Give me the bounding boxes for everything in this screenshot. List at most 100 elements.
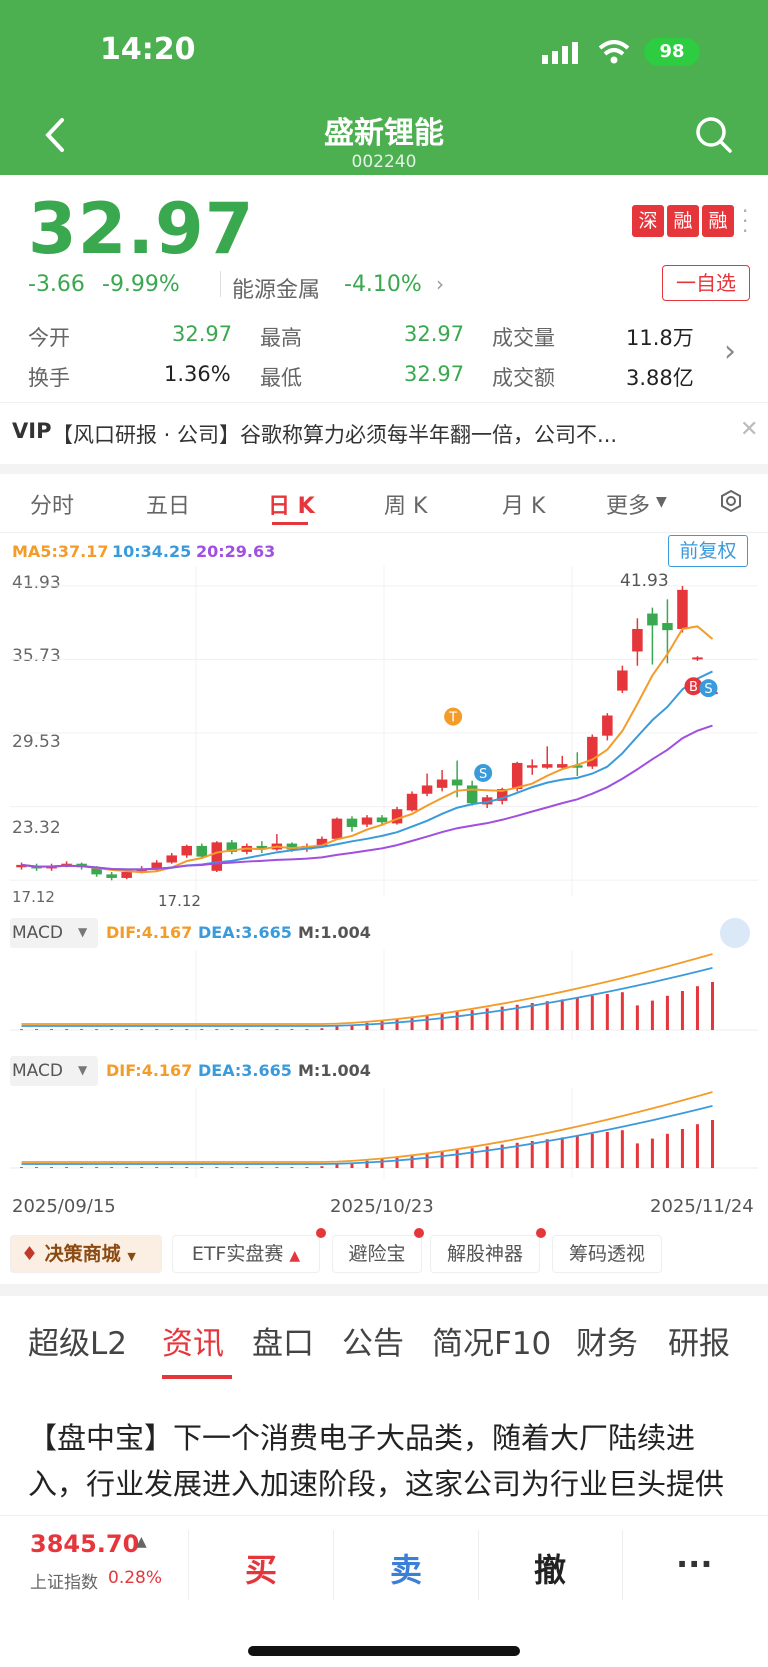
sell-button[interactable]: 卖 <box>390 1551 423 1589</box>
search-icon[interactable] <box>692 112 736 158</box>
decision-mall-chip[interactable]: ♦ 决策商城 ▼ <box>10 1235 162 1273</box>
ma10-legend: 10:34.25 <box>112 542 192 561</box>
macd-bar <box>350 1024 354 1030</box>
macd-bar <box>200 1167 204 1168</box>
candle <box>361 817 373 825</box>
tab-more[interactable]: 更多 <box>606 494 651 519</box>
tab-5day[interactable]: 五日 <box>146 494 191 519</box>
y-tick: 35.73 <box>12 646 61 666</box>
stat-value: 32.97 <box>404 362 465 386</box>
ma5-legend: MA5:37.17 <box>12 542 109 561</box>
candle <box>557 764 568 768</box>
back-icon[interactable] <box>36 112 76 158</box>
sector-change[interactable]: -4.10% <box>344 272 422 297</box>
macd-bar <box>530 1141 534 1168</box>
tab-super-l2[interactable]: 超级L2 <box>28 1326 127 1362</box>
tab-announcements[interactable]: 公告 <box>342 1326 404 1362</box>
candle <box>211 842 223 871</box>
macd-bar <box>650 1138 654 1168</box>
macd-bar <box>335 1026 339 1030</box>
stock-solver-chip[interactable]: 解股神器 <box>430 1235 540 1273</box>
candle <box>677 589 688 629</box>
stat-value: 3.88亿 <box>626 366 694 390</box>
chevron-right-icon[interactable]: › <box>436 272 444 296</box>
caret-down-icon[interactable]: ▼ <box>656 494 667 510</box>
hedge-chip[interactable]: 避险宝 <box>332 1235 422 1273</box>
tab-news[interactable]: 资讯 <box>162 1326 224 1362</box>
tab-financials[interactable]: 财务 <box>576 1326 638 1362</box>
chip-label: ETF实盘赛 <box>191 1243 284 1265</box>
candle <box>421 785 433 794</box>
macd-bar <box>545 1001 549 1030</box>
divider <box>0 532 768 533</box>
more-button[interactable]: ··· <box>676 1545 713 1583</box>
trade-marker <box>684 677 703 696</box>
battery-indicator: 98 <box>644 38 700 66</box>
app-header: 14:20 98 盛新锂能 002240 <box>0 0 768 175</box>
chip-distribution-chip[interactable]: 筹码透视 <box>552 1235 662 1273</box>
macd-bar <box>290 1029 294 1030</box>
candle <box>181 845 193 856</box>
fire-icon: ▲ <box>289 1248 301 1264</box>
tab-research[interactable]: 研报 <box>668 1326 730 1362</box>
macd-bar <box>425 1153 429 1168</box>
cancel-order-button[interactable]: 撤 <box>534 1551 567 1589</box>
macd-bar <box>440 1013 444 1030</box>
sector-name[interactable]: 能源金属 <box>232 278 321 303</box>
macd-indicator-select[interactable]: MACD ▼ <box>10 1056 98 1086</box>
tab-f10[interactable]: 简况F10 <box>432 1326 552 1362</box>
macd-bar <box>125 1167 129 1168</box>
macd-bar <box>680 991 684 1030</box>
divider <box>220 271 221 297</box>
trade-marker <box>699 679 718 698</box>
tab-weekly-k[interactable]: 周 K <box>384 494 428 519</box>
kline-chart[interactable]: TSB S 41.93 17.12 <box>0 566 768 911</box>
index-value[interactable]: 3845.70 <box>30 1530 140 1558</box>
y-tick: 29.53 <box>12 732 61 752</box>
macd-bar <box>605 1132 609 1168</box>
dea-line <box>21 1104 713 1165</box>
macd-bar <box>485 1008 489 1030</box>
tab-daily-k[interactable]: 日 K <box>268 494 315 519</box>
macd-bar <box>275 1029 279 1030</box>
chevron-right-icon[interactable]: › <box>724 334 736 369</box>
candle <box>406 793 418 811</box>
add-watchlist-button[interactable]: 一自选 <box>662 265 750 301</box>
news-item[interactable]: 【盘中宝】下一个消费电子大品类，随着大厂陆续进入，行业发展进入加速阶段，这家公司… <box>28 1421 725 1515</box>
etf-contest-chip[interactable]: ETF实盘赛 ▲ <box>172 1235 320 1273</box>
macd-chart-2[interactable] <box>0 1088 768 1188</box>
tab-order-book[interactable]: 盘口 <box>252 1326 314 1362</box>
macd-bar <box>455 1150 459 1168</box>
macd-bar <box>155 1029 159 1030</box>
macd-bar <box>380 1159 384 1168</box>
tab-monthly-k[interactable]: 月 K <box>502 494 546 519</box>
candle <box>496 789 508 801</box>
settings-icon[interactable] <box>718 488 744 520</box>
candle <box>602 715 613 736</box>
wifi-icon <box>598 40 630 68</box>
adjust-toggle-button[interactable]: 前复权 <box>668 535 748 567</box>
divider <box>333 1530 334 1600</box>
macd-bar <box>365 1022 369 1030</box>
macd-indicator-select[interactable]: MACD ▼ <box>10 918 98 948</box>
trade-marker-label: T <box>448 711 457 726</box>
candle <box>587 736 598 767</box>
macd-bar <box>500 1144 504 1168</box>
more-vertical-icon[interactable]: · · · <box>742 199 749 243</box>
stat-label: 换手 <box>28 366 70 390</box>
edit-icon[interactable] <box>720 918 750 948</box>
tab-intraday[interactable]: 分时 <box>30 494 75 519</box>
candle <box>481 797 493 805</box>
macd-bar <box>320 1166 324 1168</box>
macd-bar <box>515 1142 519 1168</box>
macd-bar <box>65 1167 69 1168</box>
close-icon[interactable]: ✕ <box>740 417 759 442</box>
macd-bar <box>575 997 579 1030</box>
vip-banner[interactable]: VIP 【风口研报 · 公司】谷歌称算力必须每半年翻一倍，公司不... ✕ <box>0 402 768 464</box>
stat-label: 今开 <box>28 326 70 350</box>
buy-button[interactable]: 买 <box>245 1551 278 1589</box>
macd-bar <box>170 1167 174 1168</box>
macd-bar <box>365 1160 369 1168</box>
candle <box>391 809 403 824</box>
macd-chart-1[interactable] <box>0 950 768 1050</box>
